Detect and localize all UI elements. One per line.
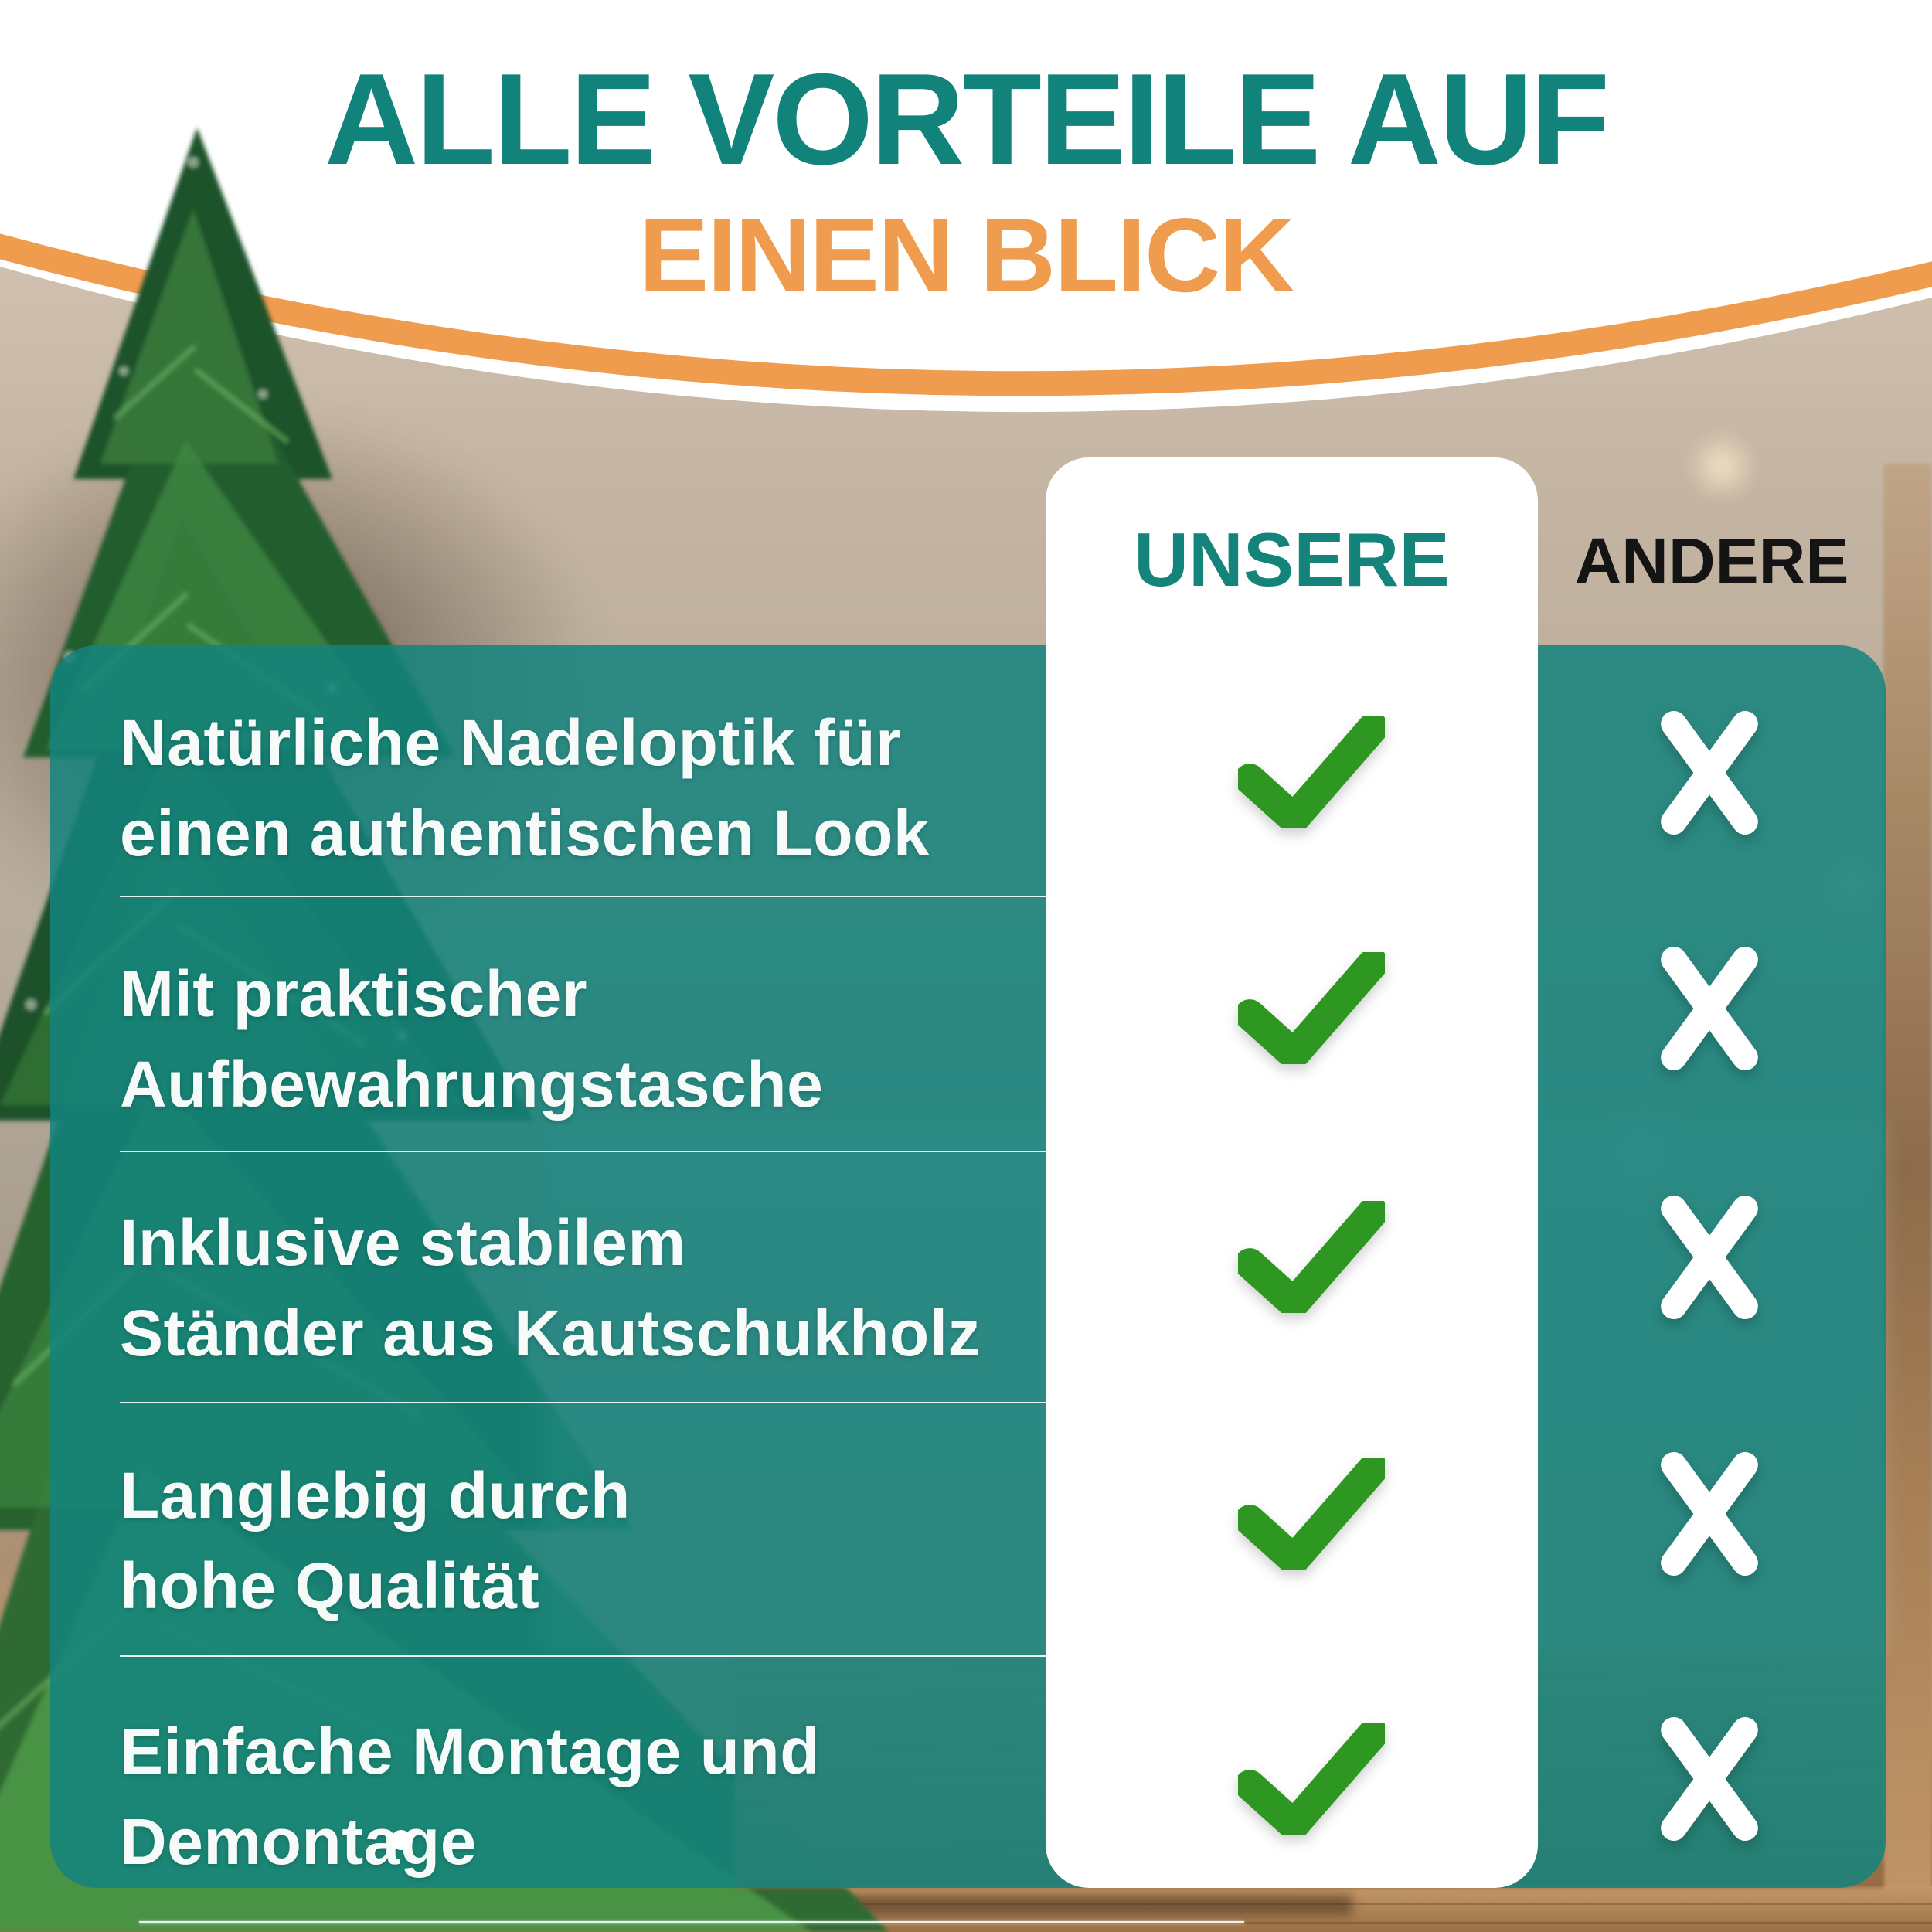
- feature-row-4: Langlebig durch hohe Qualität: [120, 1451, 1055, 1631]
- feature-text: Ständer aus Kautschukholz: [120, 1297, 981, 1369]
- orange-arc: [0, 233, 1932, 396]
- check-icon: [1234, 1453, 1389, 1576]
- x-icon: [1660, 1195, 1759, 1320]
- our-product-column: [1046, 457, 1538, 1888]
- feature-row-1: Natürliche Nadeloptik für einen authenti…: [120, 698, 1055, 879]
- feature-text: Langlebig durch: [120, 1459, 631, 1532]
- row-divider: [120, 1402, 1046, 1403]
- other-column-label: ANDERE: [1574, 525, 1849, 597]
- light-string-wire: [139, 1921, 1244, 1923]
- check-icon: [1234, 1196, 1389, 1319]
- check-icon: [1234, 1718, 1389, 1841]
- x-icon: [1660, 1716, 1759, 1842]
- comparison-panel: [50, 645, 1886, 1888]
- check-icon: [1234, 712, 1389, 835]
- bokeh-light: [1685, 429, 1759, 503]
- header-curve: [0, 0, 1932, 413]
- feature-text: einen authentischen Look: [120, 797, 930, 869]
- feature-text: Aufbewahrungstasche: [120, 1048, 824, 1121]
- feature-text: Demontage: [120, 1805, 477, 1878]
- x-icon: [1660, 710, 1759, 835]
- row-divider: [120, 896, 1046, 897]
- feature-row-3: Inklusive stabilem Ständer aus Kautschuk…: [120, 1198, 1055, 1379]
- feature-row-2: Mit praktischer Aufbewahrungstasche: [120, 949, 1055, 1130]
- row-divider: [120, 1151, 1046, 1152]
- feature-row-5: Einfache Montage und Demontage: [120, 1706, 1055, 1887]
- snow-dot: [391, 1830, 411, 1850]
- x-icon: [1660, 1451, 1759, 1577]
- feature-text: Natürliche Nadeloptik für: [120, 706, 902, 779]
- feature-text: hohe Qualität: [120, 1549, 540, 1622]
- feature-text: Inklusive stabilem: [120, 1206, 686, 1279]
- row-divider: [120, 1655, 1046, 1657]
- feature-text: Mit praktischer: [120, 957, 588, 1030]
- page-title-line1: ALLE VORTEILE AUF: [324, 46, 1610, 192]
- x-icon: [1660, 946, 1759, 1071]
- check-icon: [1234, 947, 1389, 1070]
- feature-text: Einfache Montage und: [120, 1715, 821, 1787]
- background-wall-strip: [1883, 464, 1932, 1932]
- page-title-line2: EINEN BLICK: [638, 196, 1295, 314]
